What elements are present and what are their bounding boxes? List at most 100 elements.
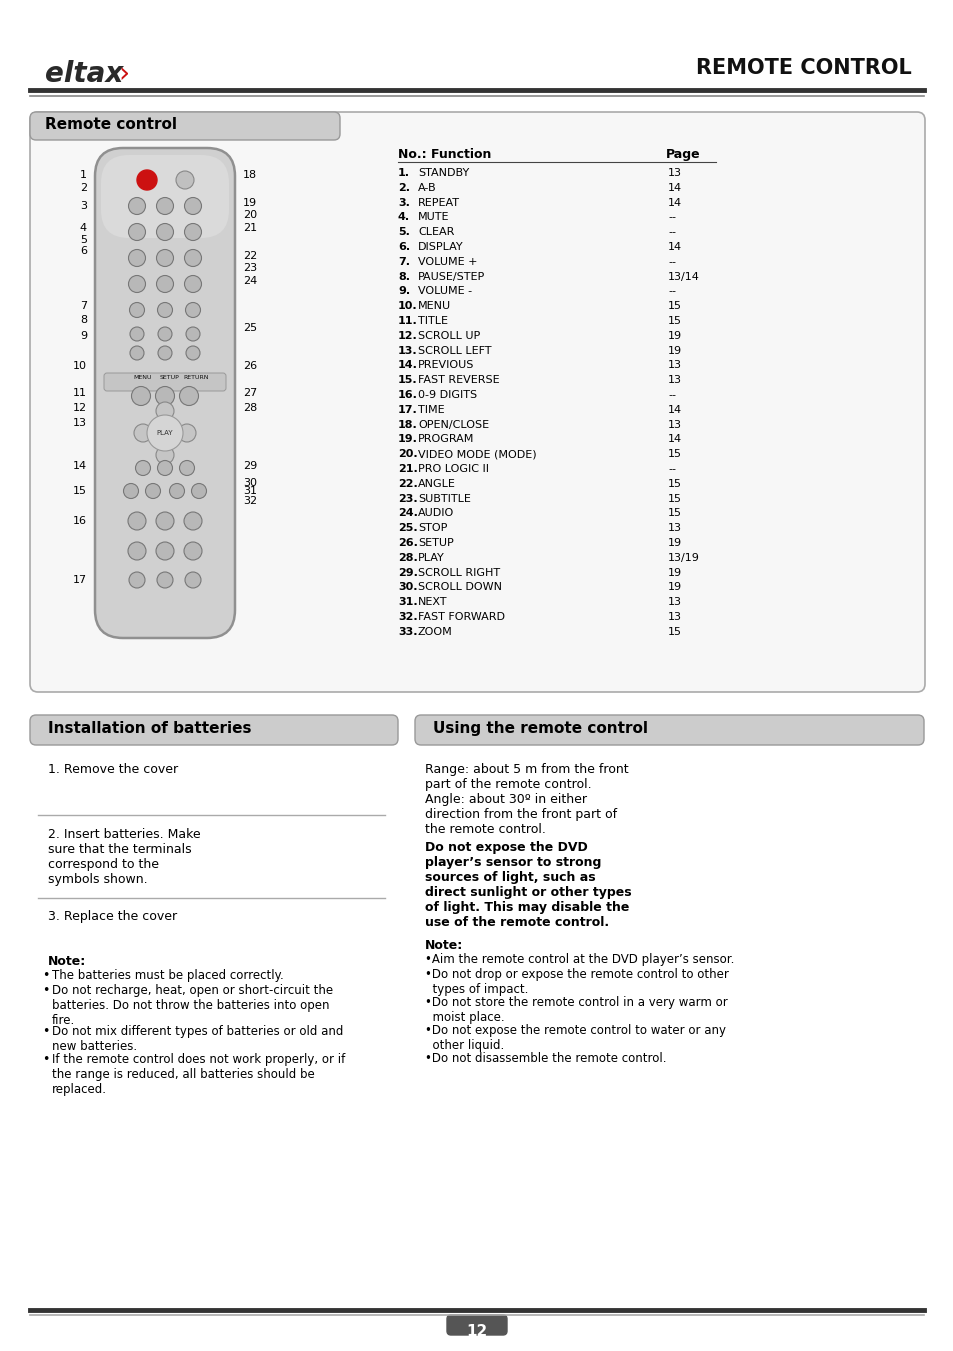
Text: 15: 15: [667, 508, 681, 519]
Text: 10.: 10.: [397, 301, 417, 311]
Circle shape: [179, 461, 194, 476]
Text: --: --: [667, 390, 676, 400]
Text: SCROLL LEFT: SCROLL LEFT: [417, 346, 491, 355]
Text: The batteries must be placed correctly.: The batteries must be placed correctly.: [52, 969, 283, 982]
Text: MENU: MENU: [417, 301, 451, 311]
Circle shape: [156, 542, 173, 561]
Text: 15.: 15.: [397, 376, 417, 385]
Text: 20: 20: [243, 209, 257, 220]
Text: 12.: 12.: [397, 331, 417, 340]
FancyBboxPatch shape: [415, 715, 923, 744]
Text: PREVIOUS: PREVIOUS: [417, 361, 474, 370]
Circle shape: [129, 276, 146, 293]
Text: Do not expose the DVD
player’s sensor to strong
sources of light, such as
direct: Do not expose the DVD player’s sensor to…: [424, 842, 631, 929]
Circle shape: [185, 571, 201, 588]
Circle shape: [129, 223, 146, 240]
Text: PLAY: PLAY: [156, 430, 173, 436]
Text: 15: 15: [667, 449, 681, 459]
Circle shape: [147, 415, 183, 451]
Text: ›: ›: [118, 59, 129, 88]
Text: 13: 13: [667, 612, 681, 621]
Text: 14: 14: [667, 197, 681, 208]
Text: 32: 32: [243, 496, 257, 507]
Circle shape: [146, 484, 160, 499]
Text: 7.: 7.: [397, 257, 410, 266]
Circle shape: [137, 170, 157, 190]
Text: 23: 23: [243, 263, 257, 273]
Text: Range: about 5 m from the front
part of the remote control.
Angle: about 30º in : Range: about 5 m from the front part of …: [424, 763, 628, 836]
Text: 18.: 18.: [397, 420, 417, 430]
Text: CLEAR: CLEAR: [417, 227, 454, 238]
Text: 32.: 32.: [397, 612, 417, 621]
Text: 9.: 9.: [397, 286, 410, 296]
Text: PAUSE/STEP: PAUSE/STEP: [417, 272, 485, 281]
Text: 26.: 26.: [397, 538, 417, 549]
Text: •Do not disassemble the remote control.: •Do not disassemble the remote control.: [424, 1052, 666, 1065]
Text: 2.: 2.: [397, 182, 410, 193]
Text: 15: 15: [667, 627, 681, 636]
Text: 5.: 5.: [397, 227, 410, 238]
Text: 33.: 33.: [397, 627, 417, 636]
Text: RETURN: RETURN: [183, 376, 209, 380]
Circle shape: [129, 571, 145, 588]
Text: STANDBY: STANDBY: [417, 168, 469, 178]
Text: 0-9 DIGITS: 0-9 DIGITS: [417, 390, 476, 400]
Text: VIDEO MODE (MODE): VIDEO MODE (MODE): [417, 449, 536, 459]
Text: 15: 15: [73, 486, 87, 496]
Circle shape: [123, 484, 138, 499]
FancyBboxPatch shape: [95, 149, 234, 638]
Text: 21: 21: [243, 223, 257, 232]
Text: --: --: [667, 212, 676, 223]
Circle shape: [192, 484, 206, 499]
Circle shape: [184, 223, 201, 240]
Circle shape: [184, 542, 202, 561]
Text: MUTE: MUTE: [417, 212, 449, 223]
Text: 19: 19: [667, 331, 681, 340]
Text: 8.: 8.: [397, 272, 410, 281]
Circle shape: [158, 346, 172, 359]
Text: 2: 2: [80, 182, 87, 193]
Circle shape: [156, 446, 173, 463]
Circle shape: [184, 197, 201, 215]
Text: 14: 14: [667, 242, 681, 253]
Text: ZOOM: ZOOM: [417, 627, 453, 636]
Text: 11: 11: [73, 388, 87, 399]
Text: 31.: 31.: [397, 597, 417, 607]
Text: 30.: 30.: [397, 582, 417, 592]
Text: 16: 16: [73, 516, 87, 526]
Text: Page: Page: [665, 149, 700, 161]
Text: 24: 24: [243, 276, 257, 286]
Text: 15: 15: [667, 316, 681, 326]
Text: 14.: 14.: [397, 361, 417, 370]
Circle shape: [184, 512, 202, 530]
Text: 19: 19: [667, 567, 681, 578]
Text: 19.: 19.: [397, 435, 417, 444]
Text: 13: 13: [667, 523, 681, 534]
Circle shape: [170, 484, 184, 499]
Text: 30: 30: [243, 478, 256, 488]
Text: PROGRAM: PROGRAM: [417, 435, 474, 444]
Text: 19: 19: [667, 346, 681, 355]
Circle shape: [128, 542, 146, 561]
Circle shape: [157, 461, 172, 476]
Text: 9: 9: [80, 331, 87, 340]
Circle shape: [129, 197, 146, 215]
Circle shape: [156, 223, 173, 240]
Circle shape: [130, 327, 144, 340]
Text: •Do not store the remote control in a very warm or
  moist place.: •Do not store the remote control in a ve…: [424, 996, 727, 1024]
Circle shape: [156, 197, 173, 215]
Text: SETUP: SETUP: [417, 538, 454, 549]
Text: 29.: 29.: [397, 567, 417, 578]
Text: 15: 15: [667, 478, 681, 489]
Text: 29: 29: [243, 461, 257, 471]
Text: •Do not drop or expose the remote control to other
  types of impact.: •Do not drop or expose the remote contro…: [424, 969, 728, 996]
Text: 6.: 6.: [397, 242, 410, 253]
FancyBboxPatch shape: [30, 715, 397, 744]
Circle shape: [130, 303, 144, 317]
Text: No.: Function: No.: Function: [397, 149, 491, 161]
Text: 19: 19: [667, 582, 681, 592]
Text: PRO LOGIC II: PRO LOGIC II: [417, 463, 489, 474]
Text: 10: 10: [73, 361, 87, 372]
Text: FAST REVERSE: FAST REVERSE: [417, 376, 499, 385]
FancyBboxPatch shape: [447, 1315, 506, 1335]
